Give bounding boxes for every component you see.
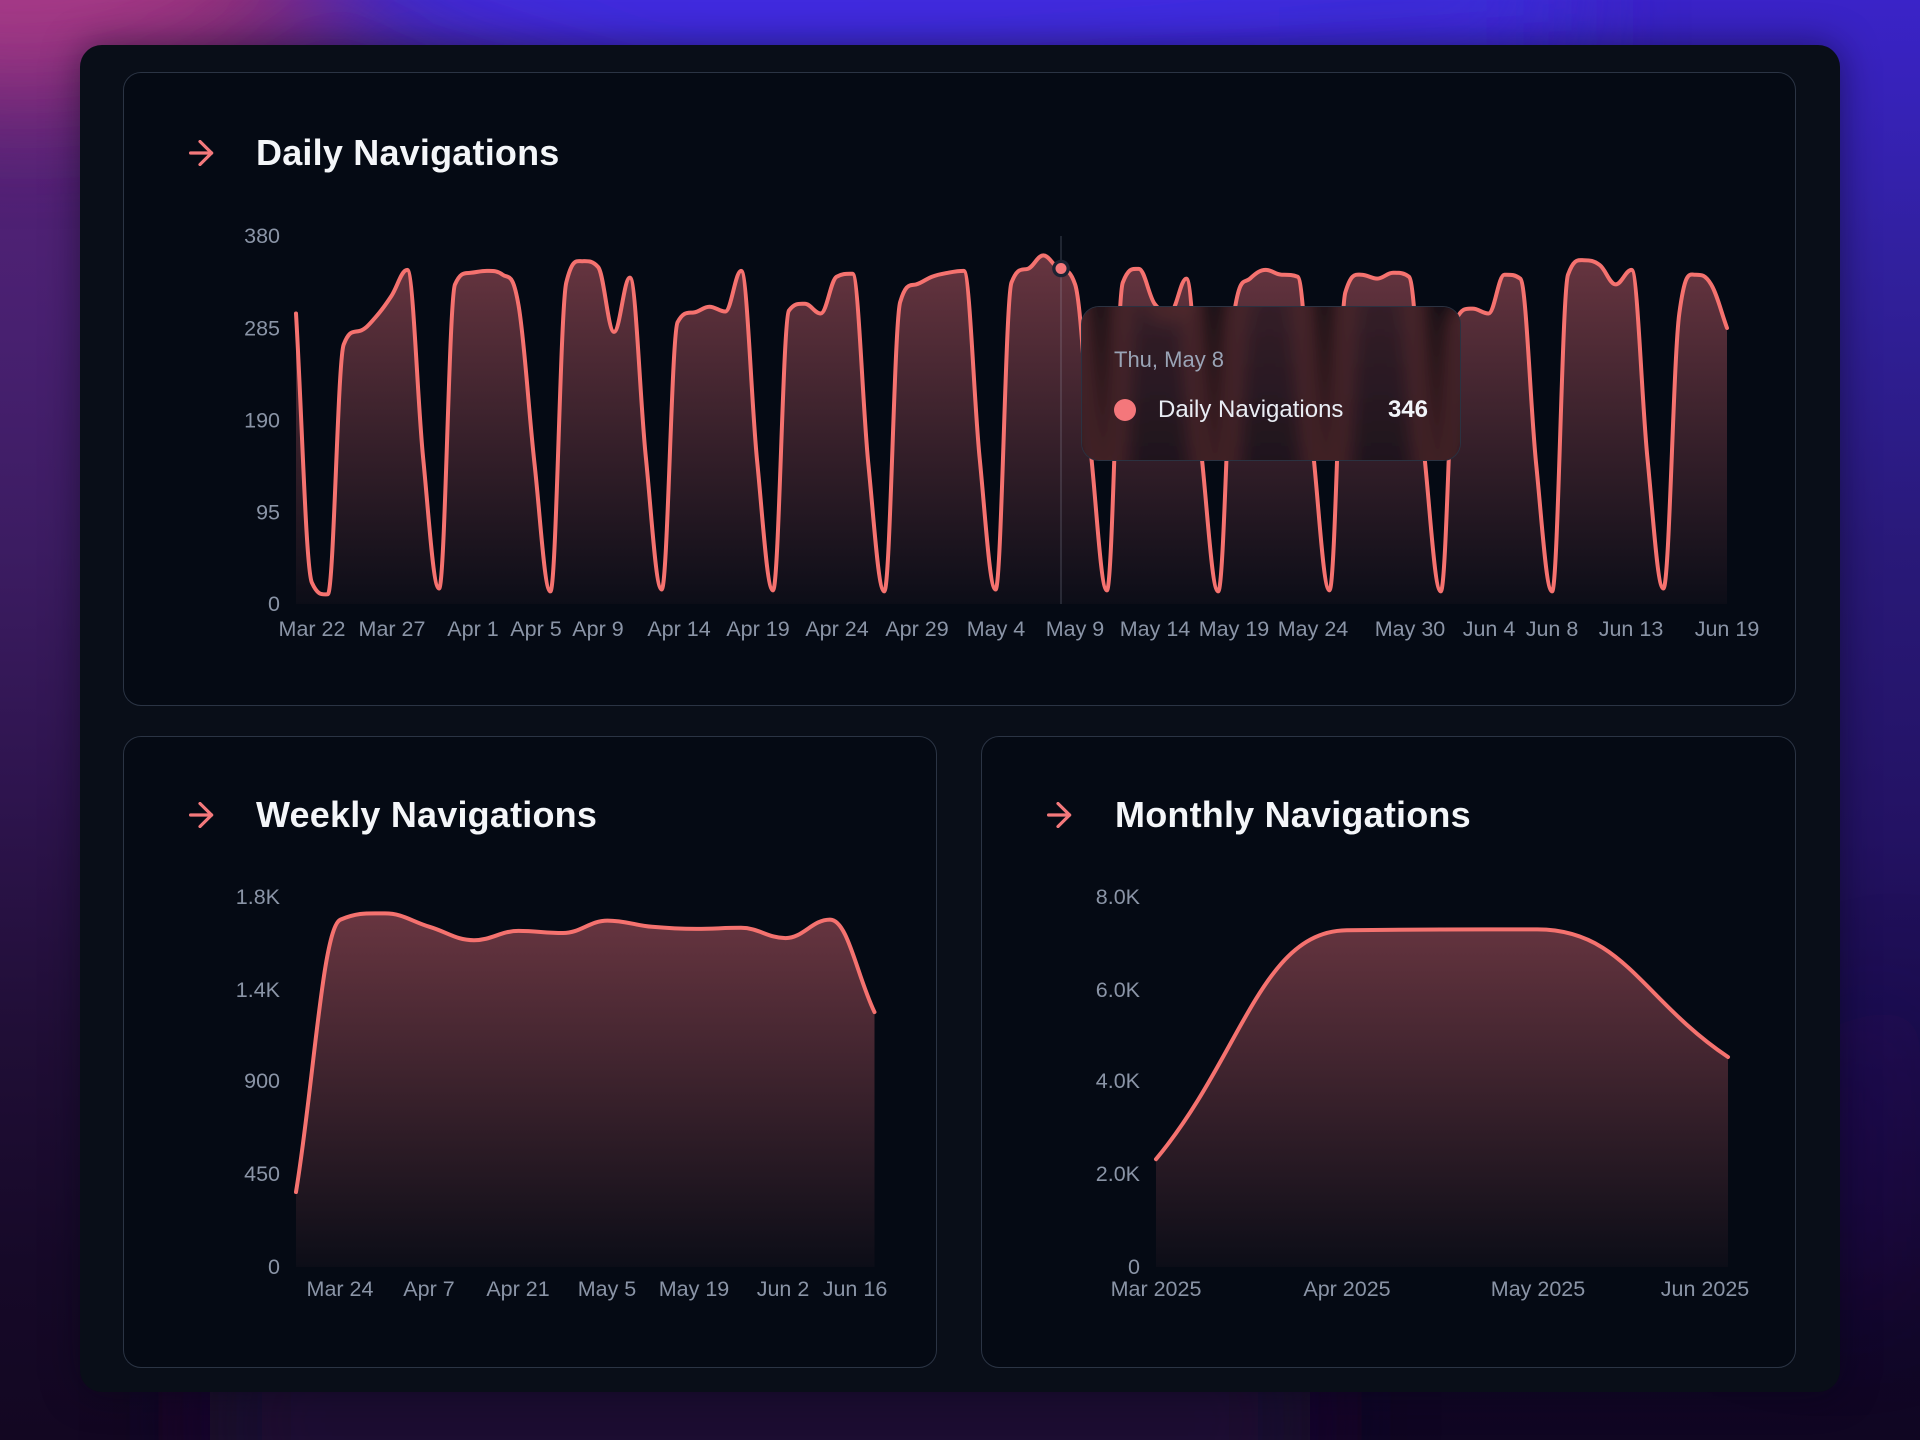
svg-text:Apr 5: Apr 5 [510,617,561,641]
svg-text:285: 285 [244,317,280,341]
svg-text:Mar 2025: Mar 2025 [1111,1277,1202,1301]
svg-text:380: 380 [244,224,280,248]
svg-text:May 24: May 24 [1278,617,1349,641]
svg-text:Mar 27: Mar 27 [359,617,426,641]
svg-text:Jun 2: Jun 2 [757,1277,810,1301]
svg-text:May 30: May 30 [1375,617,1446,641]
svg-text:1.8K: 1.8K [236,885,281,909]
svg-text:May 9: May 9 [1046,617,1105,641]
svg-text:0: 0 [1128,1255,1140,1279]
svg-text:Jun 19: Jun 19 [1695,617,1760,641]
svg-text:Apr 14: Apr 14 [647,617,710,641]
svg-text:Apr 2025: Apr 2025 [1303,1277,1390,1301]
svg-text:Mar 22: Mar 22 [279,617,346,641]
svg-text:Mar 24: Mar 24 [307,1277,374,1301]
svg-text:May 14: May 14 [1120,617,1191,641]
svg-text:2.0K: 2.0K [1096,1162,1141,1186]
svg-text:May 19: May 19 [659,1277,730,1301]
svg-text:Jun 8: Jun 8 [1526,617,1579,641]
svg-text:Jun 16: Jun 16 [823,1277,888,1301]
svg-text:0: 0 [268,592,280,616]
svg-text:Apr 29: Apr 29 [885,617,948,641]
svg-text:6.0K: 6.0K [1096,978,1141,1002]
svg-text:May 19: May 19 [1199,617,1270,641]
svg-text:Apr 9: Apr 9 [572,617,623,641]
svg-text:450: 450 [244,1162,280,1186]
svg-text:190: 190 [244,409,280,433]
svg-text:Jun 4: Jun 4 [1463,617,1516,641]
svg-text:Jun 2025: Jun 2025 [1661,1277,1750,1301]
svg-text:900: 900 [244,1069,280,1093]
svg-text:May 5: May 5 [578,1277,637,1301]
svg-text:Apr 7: Apr 7 [403,1277,454,1301]
svg-text:95: 95 [256,501,280,525]
svg-text:May 2025: May 2025 [1491,1277,1585,1301]
svg-text:Apr 19: Apr 19 [726,617,789,641]
svg-text:Apr 24: Apr 24 [805,617,868,641]
svg-text:Apr 21: Apr 21 [486,1277,549,1301]
svg-text:4.0K: 4.0K [1096,1069,1141,1093]
svg-text:1.4K: 1.4K [236,978,281,1002]
svg-text:Jun 13: Jun 13 [1599,617,1664,641]
svg-text:0: 0 [268,1255,280,1279]
svg-text:8.0K: 8.0K [1096,885,1141,909]
svg-text:May 4: May 4 [967,617,1026,641]
svg-text:Apr 1: Apr 1 [447,617,498,641]
